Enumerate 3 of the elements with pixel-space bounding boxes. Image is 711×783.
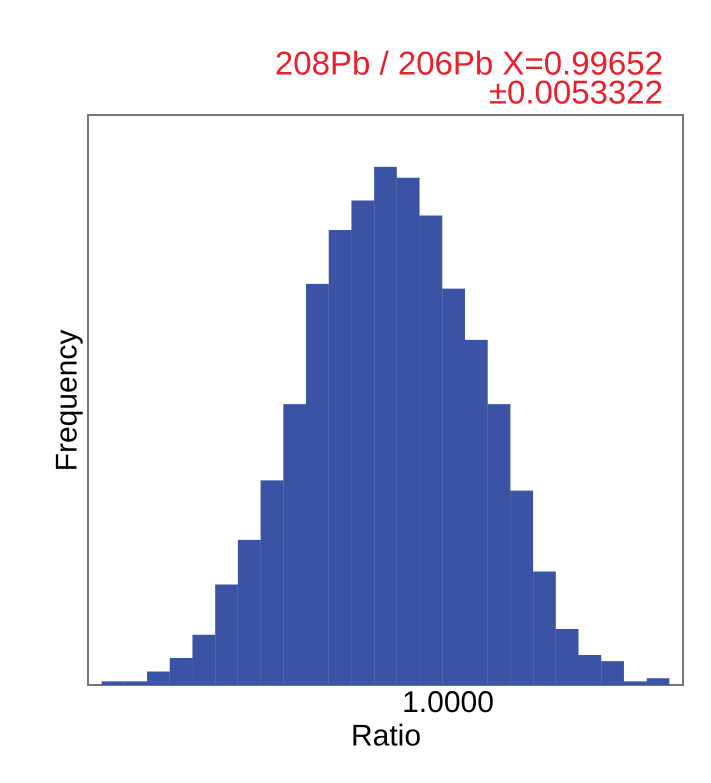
y-axis-title: Frequency: [50, 330, 84, 472]
text: 1.0000: [402, 686, 494, 719]
x-axis-title: Ratio: [350, 720, 422, 752]
